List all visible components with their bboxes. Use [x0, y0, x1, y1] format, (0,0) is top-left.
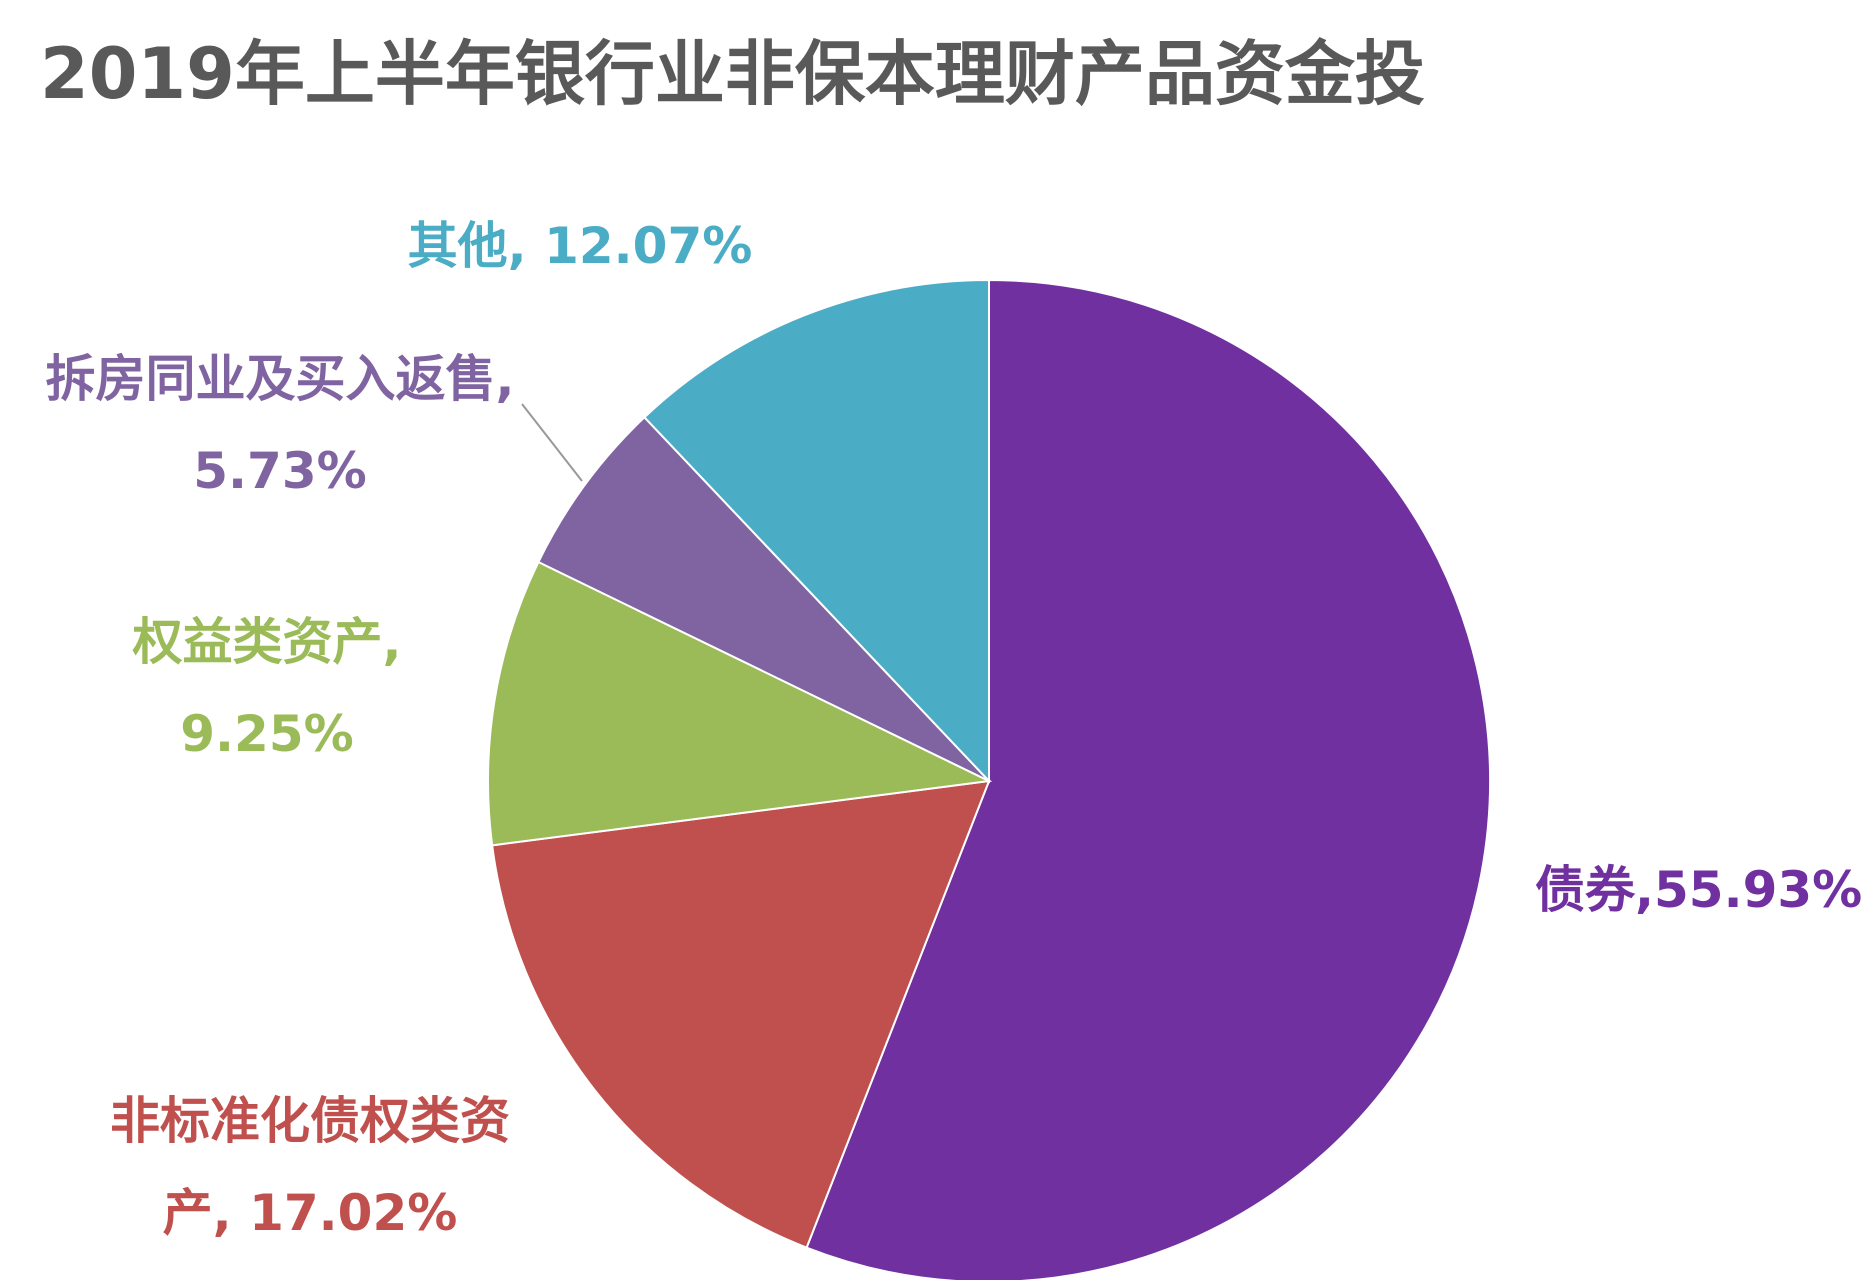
pie-slice — [805, 278, 1491, 1280]
pie-slice — [537, 415, 990, 782]
category-label: 权益类资产 — [132, 613, 383, 671]
data-label: 非标准化债权类资产, 17.02% — [80, 1075, 540, 1259]
pie-slice — [491, 779, 991, 1249]
category-label: 其他 — [407, 217, 508, 275]
data-label: 债券,55.93% — [1535, 844, 1862, 936]
chart-title: 2019年上半年银行业非保本理财产品资金投 — [40, 33, 1425, 115]
data-label: 权益类资产, 9.25% — [92, 596, 442, 780]
category-label: 拆房同业及买入返售 — [45, 350, 496, 408]
value-label: , 5.73% — [193, 350, 515, 500]
category-label: 债券 — [1535, 861, 1635, 919]
value-label: ,55.93% — [1635, 861, 1862, 919]
value-label: , 9.25% — [180, 613, 402, 763]
data-label: 拆房同业及买入返售, 5.73% — [40, 333, 520, 517]
pie-slice — [643, 278, 990, 784]
category-label: 非标准化债权类资产 — [110, 1092, 510, 1242]
pie-slice — [487, 560, 993, 847]
value-label: , 17.02% — [212, 1184, 458, 1242]
value-label: , 12.07% — [507, 217, 753, 275]
data-label: 其他, 12.07% — [360, 200, 800, 292]
leader-line — [521, 403, 583, 482]
